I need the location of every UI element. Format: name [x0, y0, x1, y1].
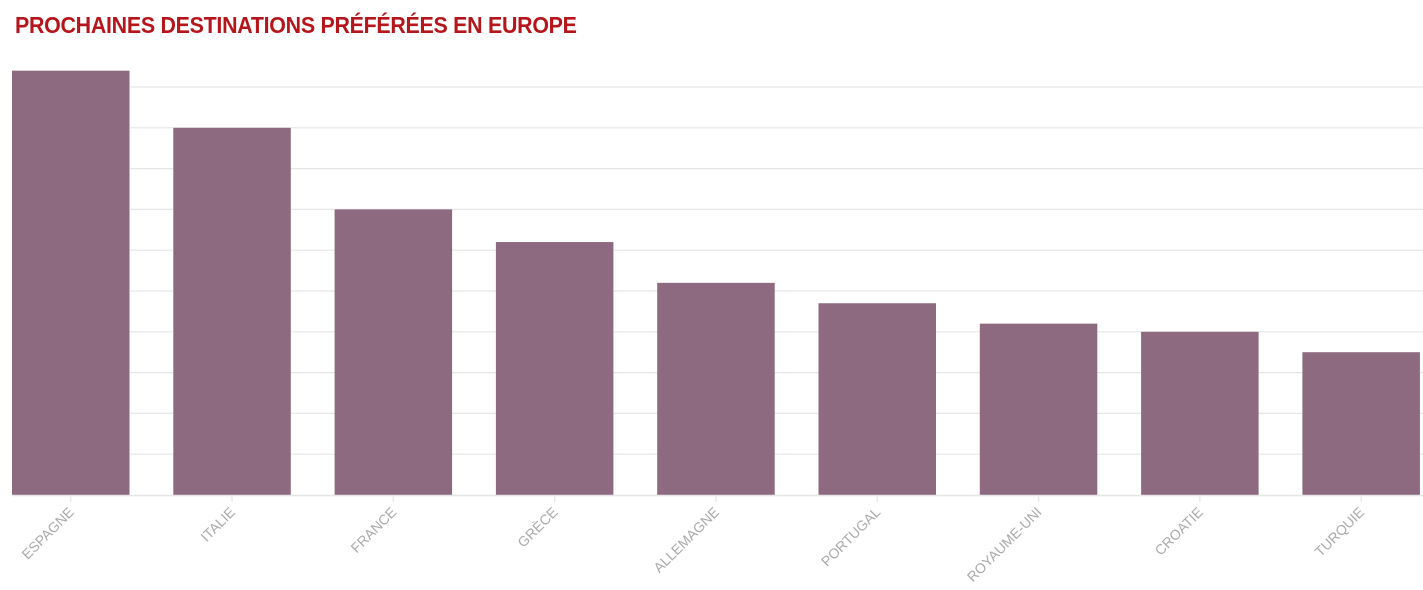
bar [334, 209, 453, 495]
x-tick-label: ITALIE [197, 504, 238, 545]
bar [173, 127, 291, 496]
x-tick-label: PORTUGAL [818, 504, 884, 570]
x-tick-label: ROYAUME-UNI [964, 504, 1045, 585]
bars [12, 70, 1420, 496]
bar [1141, 331, 1259, 495]
x-axis [12, 494, 1423, 502]
x-tick-label: ALLEMAGNE [650, 504, 722, 576]
bar [657, 282, 775, 495]
x-tick-label: FRANCE [347, 504, 399, 556]
x-tick-label: ESPAGNE [18, 504, 76, 562]
bar [979, 323, 1098, 495]
x-tick-label: CROATIE [1151, 504, 1206, 559]
x-tick-label: TURQUIE [1311, 504, 1367, 560]
x-tick-labels: ESPAGNE ITALIE FRANCE GRÈCE ALLEMAGNE PORTUGA… [18, 504, 1367, 585]
bar [818, 303, 936, 495]
x-tick-label: GRÈCE [514, 504, 561, 551]
bar [12, 70, 130, 496]
chart-title: PROCHAINES DESTINATIONS PRÉFÉRÉES EN EUR… [15, 12, 577, 38]
bar [495, 242, 614, 495]
bar [1302, 352, 1420, 495]
